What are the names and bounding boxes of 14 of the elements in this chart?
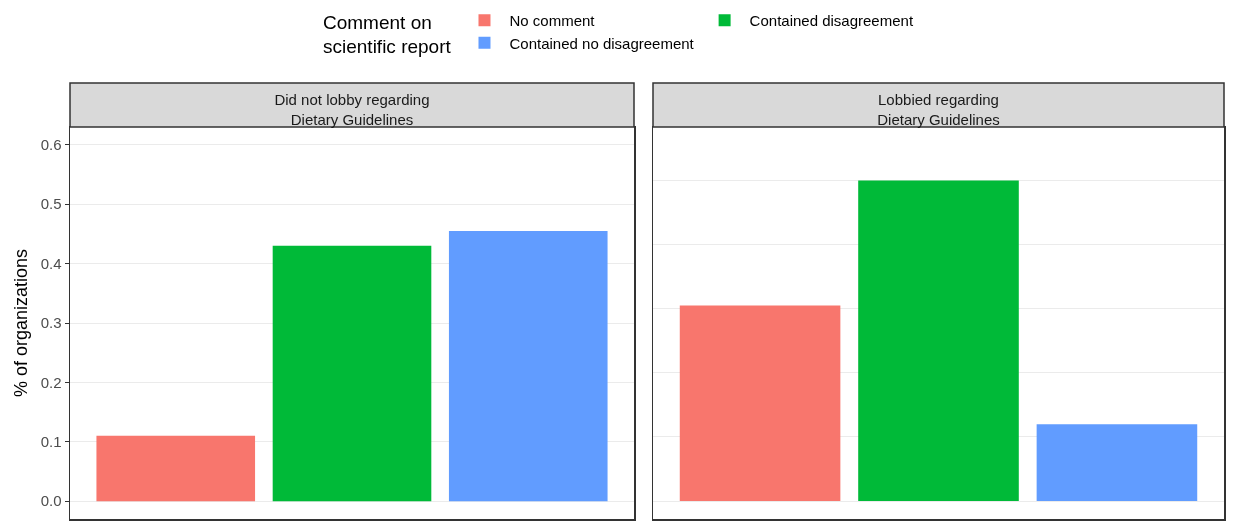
legend-label: No comment bbox=[509, 12, 596, 30]
y-tick-label: 0.4 bbox=[40, 254, 62, 272]
legend-label: Contained disagreement bbox=[749, 12, 914, 30]
legend-title: Comment on scientific report bbox=[323, 11, 452, 58]
y-tick-label: 0.3 bbox=[40, 314, 62, 332]
y-tick-label: 0.0 bbox=[40, 492, 62, 510]
chart-title: Lobbied regarding Dietary Guidelines bbox=[877, 91, 1000, 128]
y-tick-label: 0.2 bbox=[40, 373, 62, 391]
legend-label: Contained no disagreement bbox=[509, 34, 695, 52]
y-tick-label: 0.5 bbox=[40, 195, 62, 213]
y-tick-label: 0.6 bbox=[40, 136, 62, 154]
y-axis-title: % of organizations bbox=[11, 248, 32, 398]
y-tick-label: 0.1 bbox=[40, 433, 62, 451]
chart-title: Did not lobby regarding Dietary Guidelines bbox=[274, 91, 430, 128]
